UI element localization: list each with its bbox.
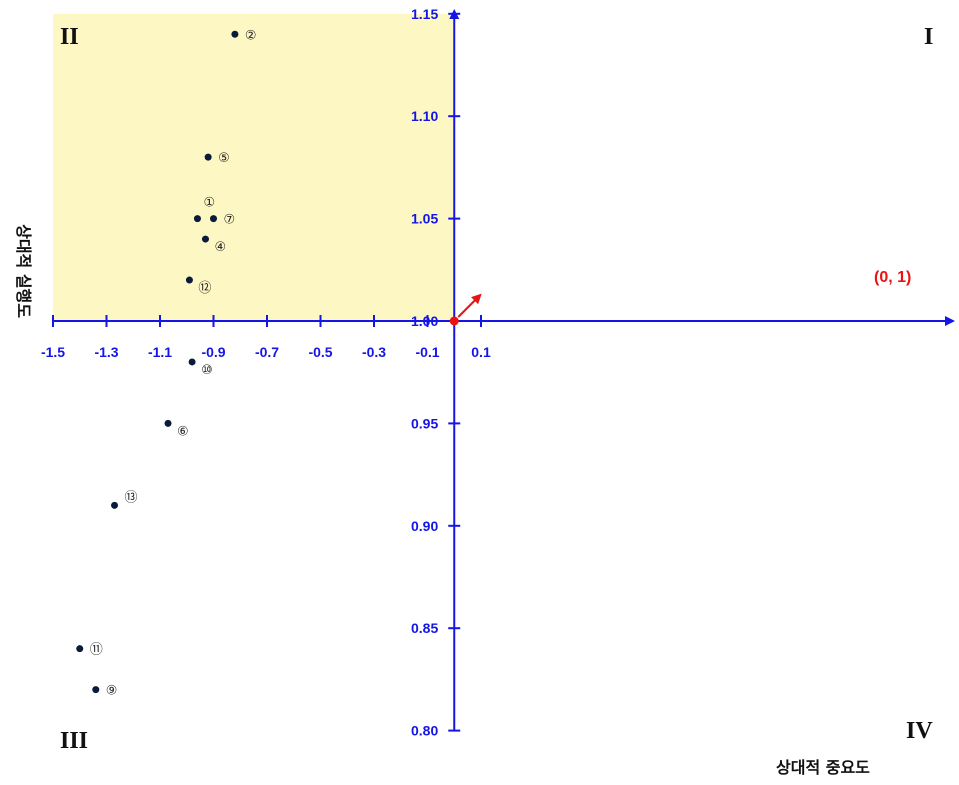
x-tick-label: -1.1 xyxy=(148,344,172,360)
data-point xyxy=(201,235,209,243)
data-point xyxy=(188,358,196,366)
quadrant-label-3: III xyxy=(60,728,88,754)
x-tick-label: -0.7 xyxy=(255,344,279,360)
data-points: ① ② ④ ⑤ ⑥ ⑦ ⑨ ⑩ ⑪ ⑫ ⑬ xyxy=(76,28,257,699)
y-axis-title: 상대적 실행도 xyxy=(14,224,33,318)
data-point-label: ④ xyxy=(214,240,226,255)
x-axis-title: 상대적 중요도 xyxy=(776,758,870,777)
y-tick-label: 0.85 xyxy=(411,620,438,636)
x-tick-label: -0.9 xyxy=(201,344,225,360)
data-point xyxy=(204,153,212,161)
data-point-label: ⑦ xyxy=(224,213,236,228)
y-tick-label: 1.05 xyxy=(411,211,438,227)
data-point xyxy=(111,501,119,509)
y-tick-label: 1.15 xyxy=(411,6,438,22)
y-tick-label: 1.10 xyxy=(411,108,438,124)
data-point-label: ⑩ xyxy=(201,363,213,378)
y-axis: 0.80 0.85 0.90 0.95 1.00 1.05 1.10 1.15 xyxy=(411,6,461,739)
x-tick-label: -1.3 xyxy=(94,344,118,360)
y-tick-label: 1.00 xyxy=(411,313,438,329)
origin-label: (0, 1) xyxy=(874,269,911,286)
x-tick-label: -0.3 xyxy=(362,344,386,360)
origin-marker xyxy=(449,293,482,326)
x-tick-label: 0.1 xyxy=(471,344,491,360)
x-tick-label: -1.5 xyxy=(41,344,65,360)
data-point xyxy=(76,645,84,653)
y-tick-label: 0.80 xyxy=(411,723,438,739)
data-point-label: ⑨ xyxy=(106,684,118,699)
data-point-label: ⑤ xyxy=(218,151,230,166)
highlight-region xyxy=(53,13,455,322)
x-tick-label: -0.5 xyxy=(308,344,332,360)
data-point xyxy=(210,215,217,223)
data-point xyxy=(92,686,100,694)
y-tick-label: 0.95 xyxy=(411,415,438,431)
data-point-label: ⑫ xyxy=(198,281,211,296)
data-point-label: ① xyxy=(203,196,215,211)
data-point xyxy=(164,419,172,427)
data-point-label: ② xyxy=(245,28,257,43)
origin-point xyxy=(449,316,459,326)
quadrant-label-2: II xyxy=(60,24,79,50)
quadrant-label-1: I xyxy=(924,24,933,50)
data-point-label: ⑥ xyxy=(177,424,189,439)
data-point xyxy=(231,30,239,38)
data-point xyxy=(185,276,193,284)
origin-arrow xyxy=(457,293,482,318)
quadrant-label-4: IV xyxy=(906,718,933,744)
data-point xyxy=(193,215,201,223)
x-axis: -1.5 -1.3 -1.1 -0.9 -0.7 -0.5 -0.3 -0.1 0.1 xyxy=(41,315,955,360)
data-point-label: ⑬ xyxy=(125,490,138,505)
y-tick-label: 0.90 xyxy=(411,518,438,534)
data-point-label: ⑪ xyxy=(90,643,103,658)
x-tick-label: -0.1 xyxy=(415,344,439,360)
